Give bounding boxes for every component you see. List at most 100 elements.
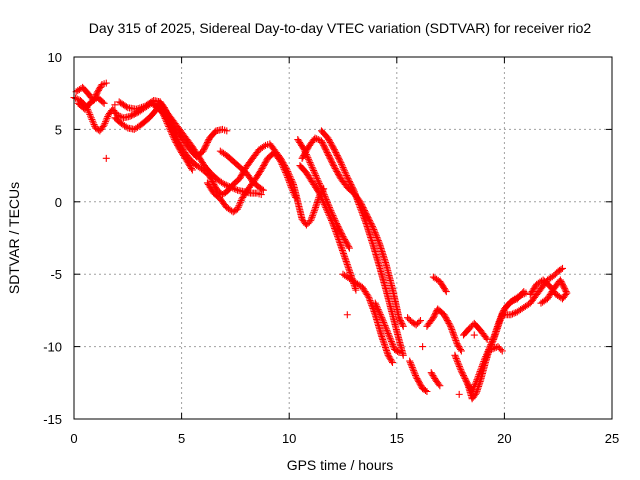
- x-tick-label: 0: [70, 431, 77, 446]
- data-point: [333, 231, 341, 239]
- data-point: [367, 298, 375, 306]
- data-point: [326, 137, 334, 145]
- x-tick-labels: 0 5 10 15 20 25: [70, 431, 619, 446]
- data-point: [451, 351, 459, 359]
- data-point: [170, 135, 178, 143]
- data-point: [314, 188, 322, 196]
- data-point: [446, 321, 454, 329]
- data-point: [411, 370, 419, 378]
- data-point: [167, 127, 175, 135]
- data-point: [320, 141, 328, 149]
- data-point: [455, 343, 463, 351]
- data-point: [203, 138, 211, 146]
- data-point: [338, 162, 346, 170]
- data-point: [374, 237, 382, 245]
- data-point: [372, 230, 380, 238]
- data-point: [122, 103, 130, 111]
- data-point: [374, 306, 382, 314]
- data-point: [102, 79, 110, 87]
- data-point: [383, 326, 391, 334]
- data-point: [375, 238, 383, 246]
- data-point: [306, 159, 314, 167]
- data-point: [482, 334, 490, 342]
- data-point: [311, 134, 319, 142]
- data-point: [557, 265, 565, 273]
- data-point: [365, 293, 373, 301]
- data-point: [136, 104, 144, 112]
- data-point: [430, 312, 438, 320]
- data-point: [452, 338, 460, 346]
- data-point: [328, 216, 336, 224]
- data-point: [456, 364, 464, 372]
- data-point: [457, 366, 465, 374]
- data-point: [284, 175, 292, 183]
- data-point: [375, 307, 383, 315]
- data-point: [132, 105, 140, 113]
- data-point: [301, 150, 309, 158]
- data-point: [416, 380, 424, 388]
- data-point: [460, 373, 468, 381]
- data-point: [388, 357, 396, 365]
- data-point: [315, 178, 323, 186]
- data-point: [443, 317, 451, 325]
- data-point: [237, 173, 245, 181]
- data-point: [406, 359, 414, 367]
- data-point: [344, 175, 352, 183]
- data-point: [421, 387, 429, 395]
- data-point: [302, 147, 310, 155]
- data-point: [341, 237, 349, 245]
- data-point: [559, 264, 567, 272]
- data-point: [298, 154, 306, 162]
- data-point: [561, 286, 569, 294]
- data-point: [417, 382, 425, 390]
- data-point: [442, 288, 450, 296]
- x-tick-label: 5: [178, 431, 185, 446]
- data-point: [314, 136, 322, 144]
- data-point: [353, 194, 361, 202]
- data-point: [471, 390, 479, 398]
- data-point: [229, 184, 237, 192]
- data-point: [337, 228, 345, 236]
- data-point: [93, 89, 101, 97]
- data-point: [315, 189, 323, 197]
- data-point: [408, 363, 416, 371]
- data-point: [410, 367, 418, 375]
- data-point: [326, 213, 334, 221]
- data-point: [455, 361, 463, 369]
- data-point: [419, 343, 427, 351]
- data-point: [462, 376, 470, 384]
- data-point: [90, 121, 98, 129]
- data-point: [329, 160, 337, 168]
- data-point: [166, 126, 174, 134]
- data-point: [378, 315, 386, 323]
- data-point: [95, 85, 103, 93]
- data-point: [386, 334, 394, 342]
- data-point: [158, 108, 166, 116]
- data-point: [442, 314, 450, 322]
- data-point: [429, 314, 437, 322]
- data-point: [185, 160, 193, 168]
- data-point: [457, 367, 465, 375]
- data-point: [328, 157, 336, 165]
- data-point: [279, 164, 287, 172]
- y-tick-label: -5: [50, 267, 62, 282]
- data-point: [88, 116, 96, 124]
- data-point: [353, 196, 361, 204]
- data-point: [415, 377, 423, 385]
- data-point: [305, 157, 313, 165]
- data-point: [324, 134, 332, 142]
- data-point: [260, 160, 268, 168]
- data-point: [371, 299, 379, 307]
- data-point: [168, 129, 176, 137]
- data-point: [237, 197, 245, 205]
- y-tick-label: -15: [43, 412, 62, 427]
- data-point: [354, 199, 362, 207]
- data-point: [344, 241, 352, 249]
- plot-frame: [73, 56, 613, 420]
- data-point: [396, 315, 404, 323]
- data-point: [316, 191, 324, 199]
- data-point: [327, 156, 335, 164]
- data-point: [331, 226, 339, 234]
- data-point: [188, 166, 196, 174]
